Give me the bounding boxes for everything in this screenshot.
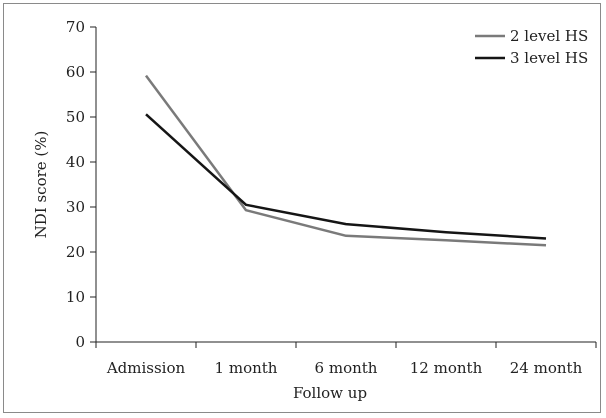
legend-label: 3 level HS (510, 49, 588, 67)
x-tick-label: 24 month (510, 359, 583, 377)
y-tick-label: 40 (66, 153, 85, 171)
y-ticks: 0 10 20 30 40 50 60 70 (66, 18, 96, 351)
x-ticks: Admission 1 month 6 month 12 month 24 month (95, 342, 597, 377)
y-tick-label: 60 (66, 63, 85, 81)
axes (95, 27, 596, 343)
series-line-2 (145, 113, 547, 240)
x-tick-label: 6 month (315, 359, 378, 377)
x-tick-label: Admission (106, 359, 186, 377)
legend-label: 2 level HS (510, 27, 588, 45)
legend: 2 level HS 3 level HS (475, 27, 588, 67)
series-lines (144, 74, 547, 247)
x-tick-label: 12 month (410, 359, 483, 377)
y-tick-label: 20 (66, 243, 85, 261)
y-tick-label: 70 (66, 18, 85, 36)
series-line-1 (144, 74, 547, 247)
x-axis-title: Follow up (293, 384, 367, 402)
y-tick-label: 50 (66, 108, 85, 126)
y-tick-label: 10 (66, 288, 85, 306)
y-tick-label: 30 (66, 198, 85, 216)
y-axis-title: NDI score (%) (32, 131, 50, 239)
chart-frame (3, 3, 601, 413)
y-tick-label: 0 (75, 333, 85, 351)
x-tick-label: 1 month (215, 359, 278, 377)
